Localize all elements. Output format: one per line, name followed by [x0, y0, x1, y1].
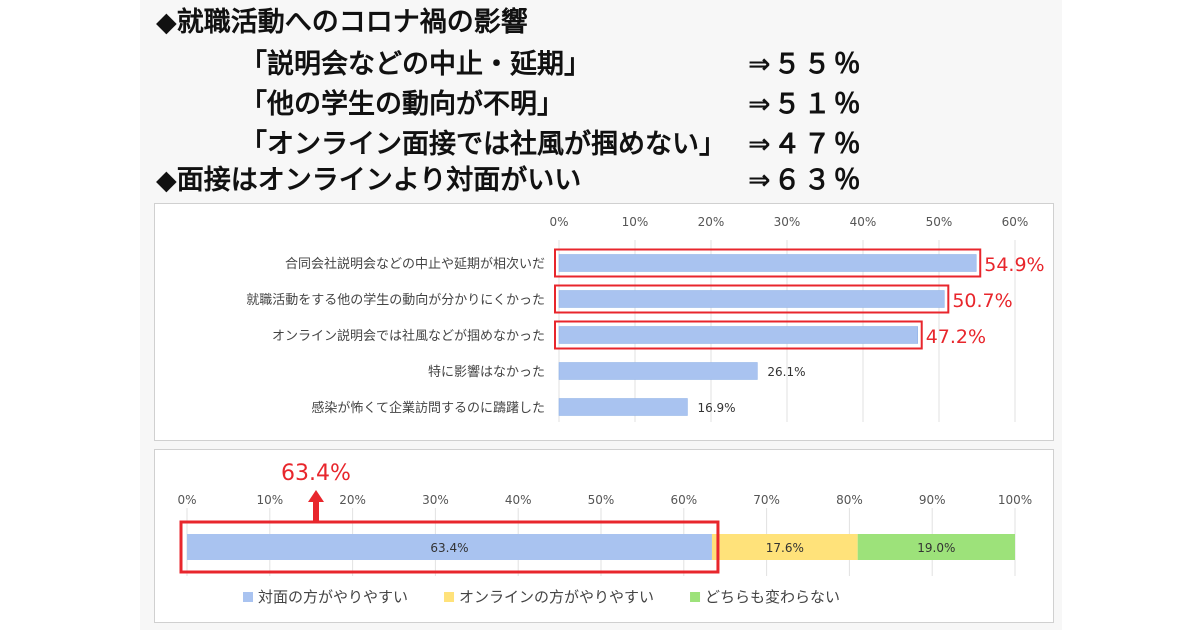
- stacked-segment: [711, 534, 858, 560]
- category-label: 特に影響はなかった: [428, 364, 545, 380]
- value-label-highlight: 50.7%: [952, 290, 1012, 312]
- bar: [558, 290, 945, 308]
- category-label: オンライン説明会では社風などが掴めなかった: [272, 328, 545, 344]
- headline-corona-impact: ◆就職活動へのコロナ禍の影響: [156, 7, 528, 38]
- segment-value-label: 17.6%: [766, 541, 804, 555]
- highlight-box: [179, 520, 720, 574]
- highlight-box: [554, 284, 950, 314]
- x-tick-label: 10%: [622, 215, 649, 229]
- value-label-highlight: 54.9%: [984, 254, 1044, 276]
- legend-label: 対面の方がやりやすい: [258, 588, 408, 606]
- headline-online-interview-percent: ⇒４７％: [748, 129, 864, 160]
- x-tick-label: 40%: [505, 493, 532, 507]
- headline-other-students: 「他の学生の動向が不明」: [240, 89, 564, 120]
- headline-cancellation-percent: ⇒５５％: [748, 49, 864, 80]
- bar: [558, 254, 977, 272]
- legend-label: オンラインの方がやりやすい: [459, 588, 654, 606]
- headline-cancellation: 「説明会などの中止・延期」: [240, 49, 591, 80]
- segment-value-label: 19.0%: [917, 541, 955, 555]
- stacked-segment: [857, 534, 1015, 560]
- highlight-box: [554, 248, 982, 278]
- x-tick-label: 20%: [698, 215, 725, 229]
- x-tick-label: 50%: [588, 493, 615, 507]
- bar: [558, 362, 758, 380]
- category-label: 感染が怖くて企業訪問するのに躊躇した: [311, 400, 545, 416]
- value-label-highlight: 47.2%: [926, 326, 986, 348]
- x-tick-label: 60%: [1002, 215, 1029, 229]
- x-tick-label: 100%: [998, 493, 1032, 507]
- bar: [558, 326, 918, 344]
- x-tick-label: 80%: [836, 493, 863, 507]
- x-tick-label: 0%: [549, 215, 568, 229]
- x-tick-label: 10%: [256, 493, 283, 507]
- x-tick-label: 30%: [422, 493, 449, 507]
- legend-swatch: [690, 592, 701, 602]
- bar: [558, 398, 688, 416]
- value-label: 16.9%: [697, 401, 735, 415]
- annotation-label: 63.4%: [281, 461, 351, 486]
- legend-swatch: [243, 592, 253, 602]
- category-label: 就職活動をする他の学生の動向が分かりにくかった: [246, 292, 545, 308]
- arrow-shaft: [313, 500, 319, 522]
- segment-value-label: 63.4%: [430, 541, 468, 555]
- up-arrow-icon: [308, 490, 324, 502]
- headline-other-students-percent: ⇒５１％: [748, 89, 864, 120]
- headline-face-to-face-percent: ⇒６３％: [748, 165, 864, 196]
- x-tick-label: 0%: [177, 493, 196, 507]
- x-tick-label: 20%: [339, 493, 366, 507]
- value-label: 26.1%: [767, 365, 805, 379]
- stacked-segment: [187, 534, 712, 560]
- x-tick-label: 30%: [774, 215, 801, 229]
- impact-chart-panel: 0% 10% 20% 30% 40% 50% 60% 合同会社説明会などの中止や延期が相次いだ…: [154, 203, 1054, 441]
- category-label: 合同会社説明会などの中止や延期が相次いだ: [285, 256, 545, 272]
- legend-swatch: [444, 592, 455, 602]
- x-tick-label: 70%: [753, 493, 780, 507]
- legend-label: どちらも変わらない: [705, 588, 840, 606]
- x-tick-label: 60%: [670, 493, 697, 507]
- preference-stacked-chart: 0% 10% 20% 30% 40% 50% 60% 70% 80% 90% 100% 63.4% 17…: [177, 461, 1032, 606]
- headline-online-interview: 「オンライン面接では社風が掴めない」: [240, 129, 726, 160]
- preference-chart-panel: 0% 10% 20% 30% 40% 50% 60% 70% 80% 90% 100% 63.4% 17…: [154, 449, 1054, 623]
- x-tick-label: 40%: [850, 215, 877, 229]
- highlight-box: [554, 320, 923, 350]
- impact-bar-chart: 0% 10% 20% 30% 40% 50% 60% 合同会社説明会などの中止や延期が相次いだ…: [246, 215, 1045, 422]
- x-tick-label: 50%: [926, 215, 953, 229]
- headline-face-to-face: ◆面接はオンラインより対面がいい: [156, 165, 582, 196]
- x-tick-label: 90%: [919, 493, 946, 507]
